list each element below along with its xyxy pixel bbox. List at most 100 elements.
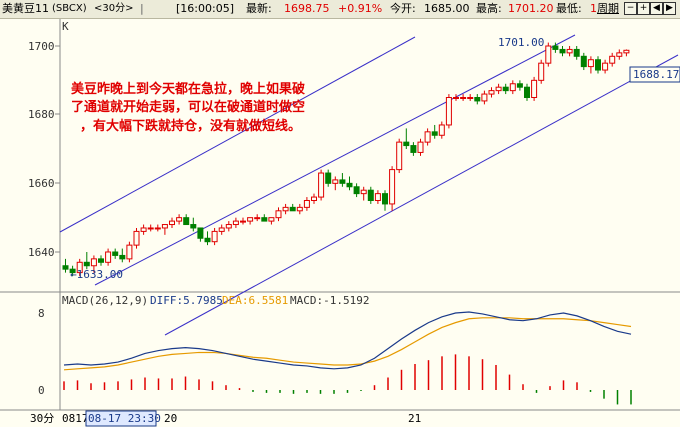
quote-time: [16:00:05]	[176, 2, 234, 15]
macd-histogram	[63, 354, 632, 405]
current-price-tag-box	[629, 66, 680, 83]
candle-body	[346, 182, 353, 188]
macd-diff-value: DIFF:5.7985	[150, 294, 223, 307]
period-button[interactable]: 周期	[597, 2, 619, 15]
candle-body	[531, 79, 538, 99]
candle-body	[83, 261, 90, 267]
candle-body	[552, 45, 559, 50]
candle-body	[119, 254, 126, 260]
candle-body	[353, 186, 360, 195]
candle-body	[580, 55, 587, 68]
header-divider: |	[140, 2, 144, 15]
open-label: 今开:	[390, 2, 416, 15]
candle-body	[438, 124, 445, 136]
channel-upper-line	[59, 36, 416, 233]
candle-body	[240, 220, 246, 223]
x-date-start: 0817	[62, 412, 89, 425]
candle-body	[254, 217, 261, 220]
candle-body	[296, 206, 303, 212]
low-value: 1	[590, 2, 597, 15]
x-period-label: 30分	[30, 412, 54, 425]
low-marker: ←1633.00	[70, 268, 123, 281]
x-label-21: 21	[408, 412, 421, 425]
candle-body	[545, 45, 552, 64]
candle-body	[502, 86, 509, 92]
symbol-name: 美黄豆11	[2, 2, 49, 15]
candle-body	[204, 237, 211, 243]
change-percent: +0.91%	[338, 2, 383, 15]
high-value: 1701.20	[508, 2, 554, 15]
candle-body	[374, 193, 381, 201]
macd-hist-value: MACD:-1.5192	[290, 294, 369, 307]
candle-body	[211, 230, 218, 243]
candle-body	[467, 97, 474, 99]
candle-body	[609, 55, 616, 64]
candle-body	[538, 62, 545, 81]
candle-body	[169, 220, 175, 226]
channel-middle-line	[94, 34, 576, 286]
high-marker: 1701.00	[498, 36, 544, 49]
open-value: 1685.00	[424, 2, 470, 15]
candle-body	[303, 200, 310, 208]
candle-body	[403, 141, 410, 147]
high-label: 最高:	[476, 2, 502, 15]
candle-body	[524, 86, 530, 98]
cursor-date-box	[85, 410, 157, 427]
candle-body	[474, 97, 481, 102]
y-tick-1700: 1700	[28, 40, 55, 53]
candle-body	[595, 59, 601, 71]
candle-body	[247, 217, 254, 222]
candle-body	[147, 227, 154, 230]
candle-body	[509, 83, 516, 92]
candle-body	[289, 206, 296, 212]
macd-dea-value: DEA:6.5581	[222, 294, 288, 307]
latest-value: 1698.75	[284, 2, 330, 15]
candle-body	[275, 210, 282, 219]
candle-body	[431, 131, 438, 136]
candle-body	[98, 258, 104, 263]
candle-body	[566, 48, 573, 54]
candle-body	[623, 49, 630, 54]
y-tick-1660: 1660	[28, 177, 55, 190]
zoom-in-icon[interactable]: +	[637, 2, 650, 15]
candle-body	[69, 268, 76, 274]
y-tick-1680: 1680	[28, 108, 55, 121]
trend-channel	[59, 34, 679, 336]
latest-label: 最新:	[246, 2, 272, 15]
candle-body	[105, 251, 112, 263]
candle-body	[225, 224, 232, 229]
candle-body	[453, 97, 459, 99]
y-tick-1640: 1640	[28, 246, 55, 259]
candle-body	[232, 220, 239, 226]
candle-body	[360, 189, 367, 195]
candle-body	[126, 244, 133, 260]
analysis-note: 美豆昨晚上到今天都在急拉，晚上如果破 了通道就开始走弱，可以在破通道时做空 ，有…	[71, 81, 305, 134]
candle-body	[495, 86, 502, 92]
candle-body	[417, 141, 424, 153]
candle-body	[424, 131, 431, 143]
candle-body	[367, 189, 374, 201]
candle-body	[90, 258, 97, 267]
corner-label: K	[62, 20, 69, 33]
low-label: 最低:	[556, 2, 582, 15]
arrow-left-icon[interactable]: ◀	[650, 2, 663, 15]
candle-body	[62, 265, 69, 270]
candle-body	[602, 62, 609, 71]
macd-y-tick-0: 0	[38, 384, 45, 397]
candle-body	[396, 141, 403, 171]
candle-body	[587, 59, 594, 68]
current-price-tag: 1688.17	[633, 68, 679, 81]
candle-body	[616, 52, 623, 57]
candle-body	[389, 169, 396, 205]
channel-lower-line	[164, 54, 679, 336]
candle-body	[282, 206, 289, 212]
zoom-out-icon[interactable]: −	[624, 2, 637, 15]
candle-body	[481, 93, 488, 102]
candle-body	[197, 227, 204, 239]
candle-body	[154, 227, 161, 230]
price-axis: K 1700 1680 1660 1640	[28, 20, 69, 259]
candle-body	[76, 261, 83, 274]
arrow-right-icon[interactable]: ▶	[663, 2, 676, 15]
